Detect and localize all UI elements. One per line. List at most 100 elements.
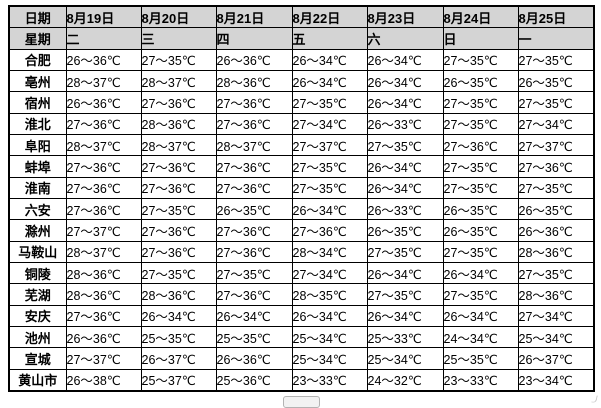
weekday-header-cell: 四 (215, 27, 293, 50)
temp-cell: 27～35℃ (140, 261, 217, 285)
temp-cell: 26～34℃ (291, 197, 368, 221)
weekday-header-cell: 六 (366, 27, 444, 50)
temp-cell: 26～35℃ (442, 219, 519, 242)
temp-cell: 27～35℃ (291, 155, 368, 178)
temp-cell: 27～35℃ (442, 283, 519, 306)
city-row: 马鞍山 28～37℃ 27～36℃ 27～36℃ 28～34℃ 27～35℃ 27～35℃ 2… (8, 240, 595, 263)
temp-cell: 27～36℃ (65, 304, 142, 327)
temp-cell: 27～36℃ (215, 240, 293, 263)
date-header-cell: 8月20日 (140, 5, 217, 29)
temp-cell: 27～37℃ (65, 347, 142, 370)
temp-cell: 26～35℃ (442, 70, 519, 93)
city-name-cell: 滁州 (8, 219, 67, 242)
temp-cell: 26～34℃ (291, 304, 368, 327)
date-header-cell: 8月24日 (442, 5, 519, 29)
temp-cell: 27～36℃ (517, 155, 595, 178)
temp-cell: 27～36℃ (65, 112, 142, 136)
temp-cell: 27～35℃ (517, 48, 595, 72)
temp-cell: 26～34℃ (140, 304, 217, 327)
temp-cell: 27～35℃ (517, 176, 595, 199)
temp-cell: 26～33℃ (366, 197, 444, 221)
temp-cell: 27～34℃ (291, 261, 368, 285)
weekday-header-cell: 日 (442, 27, 519, 50)
temp-cell: 26～34℃ (366, 70, 444, 93)
city-row: 黄山市 26～38℃ 25～37℃ 25～36℃ 23～33℃ 24～32℃ 23～33℃ 2… (8, 368, 595, 392)
temp-cell: 26～38℃ (65, 368, 142, 392)
temp-cell: 24～32℃ (366, 368, 444, 392)
temp-cell: 27～35℃ (215, 261, 293, 285)
temp-cell: 27～36℃ (291, 219, 368, 242)
city-name-cell: 淮北 (8, 112, 67, 136)
weekday-header-cell: 三 (140, 27, 217, 50)
bottom-partial-button[interactable] (283, 396, 320, 408)
temp-cell: 26～37℃ (140, 347, 217, 370)
city-row: 宿州 26～36℃ 27～36℃ 27～36℃ 27～35℃ 26～34℃ 27～35℃ 27… (8, 91, 595, 114)
temp-cell: 26～34℃ (366, 48, 444, 72)
temp-cell: 27～36℃ (215, 283, 293, 306)
temp-cell: 25～34℃ (291, 347, 368, 370)
date-header-cell: 8月19日 (65, 5, 142, 29)
city-row: 六安 27～36℃ 27～35℃ 26～35℃ 26～34℃ 26～33℃ 26～35℃ 26… (8, 197, 595, 221)
temp-cell: 27～36℃ (140, 155, 217, 178)
temp-cell: 26～36℃ (65, 48, 142, 72)
temp-cell: 27～35℃ (442, 240, 519, 263)
temp-cell: 27～37℃ (291, 133, 368, 157)
temp-cell: 27～36℃ (442, 133, 519, 157)
temp-cell: 27～35℃ (366, 133, 444, 157)
temp-cell: 26～34℃ (291, 48, 368, 72)
city-name-cell: 合肥 (8, 48, 67, 72)
temp-cell: 26～33℃ (366, 112, 444, 136)
temp-cell: 27～36℃ (215, 112, 293, 136)
corner-mark (591, 394, 598, 404)
temp-cell: 28～36℃ (215, 70, 293, 93)
temp-cell: 27～36℃ (140, 240, 217, 263)
city-row: 合肥 26～36℃ 27～35℃ 26～36℃ 26～34℃ 26～34℃ 27～35℃ 27… (8, 48, 595, 72)
temp-cell: 25～34℃ (366, 347, 444, 370)
temp-cell: 26～36℃ (215, 48, 293, 72)
city-name-cell: 蚌埠 (8, 155, 67, 178)
temp-cell: 25～34℃ (291, 325, 368, 349)
temp-cell: 26～35℃ (517, 197, 595, 221)
temp-cell: 27～36℃ (65, 197, 142, 221)
temp-cell: 23～33℃ (291, 368, 368, 392)
temp-cell: 26～36℃ (517, 219, 595, 242)
temp-cell: 27～36℃ (65, 155, 142, 178)
temp-cell: 28～36℃ (517, 283, 595, 306)
city-row: 宣城 27～37℃ 26～37℃ 26～36℃ 25～34℃ 25～34℃ 25～35℃ 26… (8, 347, 595, 370)
city-name-cell: 马鞍山 (8, 240, 67, 263)
temp-cell: 26～34℃ (366, 304, 444, 327)
temp-cell: 26～35℃ (215, 197, 293, 221)
temp-cell: 26～35℃ (517, 70, 595, 93)
city-name-cell: 芜湖 (8, 283, 67, 306)
city-name-cell: 亳州 (8, 70, 67, 93)
city-name-cell: 阜阳 (8, 133, 67, 157)
city-row: 芜湖 28～36℃ 28～36℃ 27～36℃ 28～35℃ 27～35℃ 27～35℃ 28… (8, 283, 595, 306)
weekday-header-cell: 二 (65, 27, 142, 50)
weather-forecast-table: 日期 8月19日 8月20日 8月21日 8月22日 8月23日 8月24日 8月25日 星期二… (8, 5, 595, 392)
temp-cell: 25～35℃ (215, 325, 293, 349)
temp-cell: 27～35℃ (442, 91, 519, 114)
temp-cell: 26～34℃ (442, 261, 519, 285)
city-row: 淮南 27～36℃ 27～36℃ 27～36℃ 27～35℃ 26～34℃ 27～35℃ 27… (8, 176, 595, 199)
temp-cell: 26～37℃ (517, 347, 595, 370)
city-name-cell: 宣城 (8, 347, 67, 370)
temp-cell: 28～37℃ (65, 240, 142, 263)
city-name-cell: 铜陵 (8, 261, 67, 285)
temp-cell: 27～35℃ (291, 176, 368, 199)
temp-cell: 27～35℃ (517, 261, 595, 285)
temp-cell: 28～34℃ (291, 240, 368, 263)
temp-cell: 27～35℃ (442, 48, 519, 72)
temp-cell: 26～35℃ (442, 197, 519, 221)
temp-cell: 28～35℃ (291, 283, 368, 306)
date-header-cell: 8月22日 (291, 5, 368, 29)
temp-cell: 25～35℃ (140, 325, 217, 349)
weekday-header-cell: 一 (517, 27, 595, 50)
temp-cell: 27～36℃ (215, 176, 293, 199)
city-name-cell: 淮南 (8, 176, 67, 199)
temp-cell: 23～33℃ (442, 368, 519, 392)
weekday-header-cell: 五 (291, 27, 368, 50)
city-row: 安庆 27～36℃ 26～34℃ 26～34℃ 26～34℃ 26～34℃ 26～34℃ 27… (8, 304, 595, 327)
city-row: 铜陵 28～36℃ 27～35℃ 27～35℃ 27～34℃ 26～34℃ 26～34℃ 27… (8, 261, 595, 285)
temp-cell: 25～34℃ (517, 325, 595, 349)
temp-cell: 27～34℃ (517, 112, 595, 136)
